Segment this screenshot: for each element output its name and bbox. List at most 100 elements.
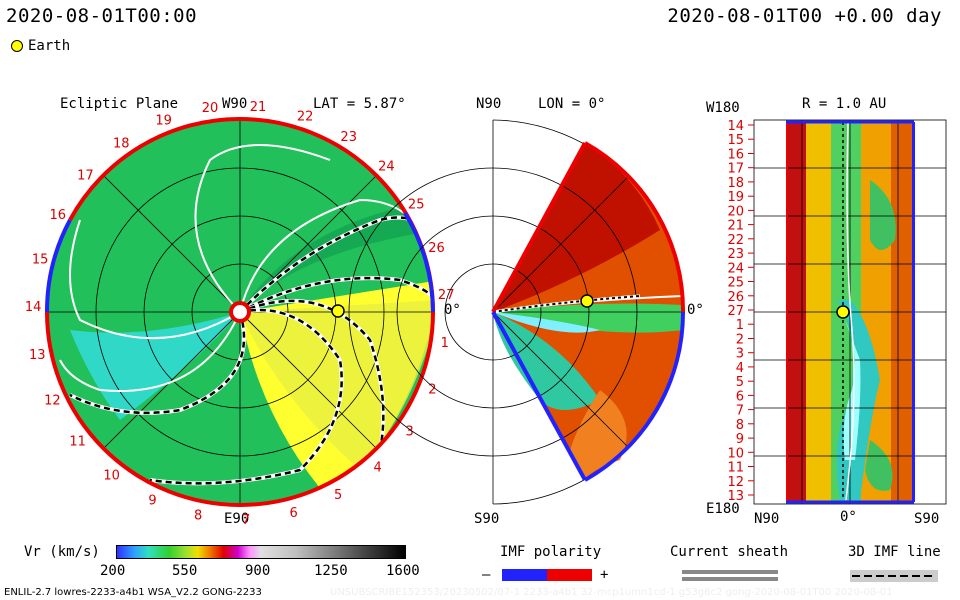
radial-row-25: 25 <box>727 276 744 291</box>
day-tick-21: 21 <box>250 100 267 115</box>
radial-row-14: 14 <box>727 119 744 134</box>
day-tick-5: 5 <box>334 488 342 503</box>
meridional-right-label: 0° <box>687 302 704 318</box>
radial-row-21: 21 <box>727 219 744 234</box>
colorbar <box>116 545 406 559</box>
radial-row-18: 18 <box>727 176 744 191</box>
colorbar-tick-550: 550 <box>172 563 198 579</box>
day-tick-27: 27 <box>438 288 455 303</box>
radial-row-23: 23 <box>727 247 744 262</box>
day-tick-2: 2 <box>428 382 436 397</box>
day-tick-4: 4 <box>373 461 381 476</box>
day-tick-labels: 20 21222324252627123456789101112131415161… <box>25 100 455 528</box>
colorbar-tick-900: 900 <box>245 563 271 579</box>
day-tick-6: 6 <box>289 506 297 521</box>
current-sheath-title: Current sheath <box>670 544 789 560</box>
radial-bottom-s: S90 <box>914 511 940 527</box>
day-tick-17: 17 <box>77 168 94 183</box>
imf-positive-swatch <box>547 569 592 581</box>
current-sheath-line-1 <box>682 570 778 574</box>
radial-row-19: 19 <box>727 190 744 205</box>
imf-minus: – <box>482 567 491 583</box>
day-tick-15: 15 <box>32 252 49 267</box>
current-sheath-line-2 <box>682 577 778 581</box>
radial-row-7: 7 <box>736 404 744 419</box>
left-timestamp: 2020-08-01T00:00 <box>6 5 198 27</box>
radial-row-24: 24 <box>727 261 744 276</box>
radial-earth-marker <box>836 305 850 319</box>
ecliptic-right-label: 0° <box>444 302 461 318</box>
radial-bottom-n: N90 <box>754 511 780 527</box>
day-tick-12: 12 <box>44 394 61 409</box>
day-tick-10: 10 <box>103 468 120 483</box>
day-tick-20: 20 <box>202 101 219 116</box>
earth-legend-label: Earth <box>28 38 71 54</box>
meridional-bottom-label: S90 <box>474 511 500 527</box>
radial-row-15: 15 <box>727 133 744 148</box>
day-tick-7: 7 <box>242 513 250 528</box>
radial-row-4: 4 <box>736 361 744 376</box>
day-tick-25: 25 <box>408 197 425 212</box>
day-tick-1: 1 <box>441 336 449 351</box>
earth-icon <box>11 40 23 52</box>
radial-row-27: 27 <box>727 304 744 319</box>
meridional-earth-marker <box>580 294 594 308</box>
radial-title: R = 1.0 AU <box>802 96 887 112</box>
radial-row-6: 6 <box>736 389 744 404</box>
radial-top-left: W180 <box>706 100 740 116</box>
colorbar-tick-1250: 1250 <box>314 563 348 579</box>
day-tick-3: 3 <box>405 425 413 440</box>
earth-legend: Earth <box>11 38 70 54</box>
day-tick-26: 26 <box>428 241 445 256</box>
radial-row-22: 22 <box>727 233 744 248</box>
radial-row-5: 5 <box>736 375 744 390</box>
earth-marker <box>331 304 345 318</box>
radial-row-20: 20 <box>727 204 744 219</box>
meridional-lon-label: LON = 0° <box>538 96 606 112</box>
footer-model: ENLIL-2.7 lowres-2233-a4b1 WSA_V2.2 GONG… <box>4 587 262 598</box>
day-tick-16: 16 <box>50 208 67 223</box>
sun-marker <box>229 301 251 323</box>
day-tick-11: 11 <box>69 434 86 449</box>
radial-row-9: 9 <box>736 432 744 447</box>
radial-row-16: 16 <box>727 148 744 163</box>
ecliptic-bottom-label: E90 <box>224 511 250 527</box>
radial-bottom-mid: 0° <box>840 509 857 525</box>
ecliptic-lat-label: LAT = 5.87° <box>313 96 406 112</box>
day-tick-24: 24 <box>378 160 395 175</box>
radial-bottom-left: E180 <box>706 501 740 517</box>
radial-row-26: 26 <box>727 290 744 305</box>
imf3d-swatch <box>850 570 938 582</box>
footer-run-id: UNSUBSCRIBE152353/20230502/07-1 2233-a4b… <box>330 587 893 598</box>
radial-row-17: 17 <box>727 162 744 177</box>
radial-row-13: 13 <box>727 489 744 504</box>
day-tick-23: 23 <box>340 130 357 145</box>
radial-row-12: 12 <box>727 475 744 490</box>
imf-polarity-title: IMF polarity <box>500 544 602 560</box>
imf-negative-swatch <box>502 569 547 581</box>
radial-row-10: 10 <box>727 446 744 461</box>
day-tick-13: 13 <box>29 348 46 363</box>
radial-row-2: 2 <box>736 333 744 348</box>
radial-row-11: 11 <box>727 461 744 476</box>
radial-plot: 1415161718192021222324252627123456789101… <box>727 119 947 505</box>
radial-row-8: 8 <box>736 418 744 433</box>
right-timestamp: 2020-08-01T00 +0.00 day <box>667 5 942 27</box>
day-tick-9: 9 <box>148 494 156 509</box>
day-tick-18: 18 <box>113 136 130 151</box>
meridional-plot <box>348 119 686 505</box>
meridional-top-label: N90 <box>476 96 502 112</box>
imf-plus: + <box>600 567 609 583</box>
colorbar-tick-200: 200 <box>100 563 126 579</box>
radial-row-labels: 1415161718192021222324252627123456789101… <box>727 119 744 504</box>
radial-row-1: 1 <box>736 318 744 333</box>
colorbar-tick-1600: 1600 <box>386 563 420 579</box>
day-tick-8: 8 <box>194 509 202 524</box>
colorbar-label: Vr (km/s) <box>24 544 100 560</box>
day-tick-19: 19 <box>155 114 172 129</box>
day-tick-22: 22 <box>297 110 314 125</box>
radial-row-3: 3 <box>736 347 744 362</box>
ecliptic-top-label: W90 <box>222 96 248 112</box>
imf3d-title: 3D IMF line <box>848 544 941 560</box>
